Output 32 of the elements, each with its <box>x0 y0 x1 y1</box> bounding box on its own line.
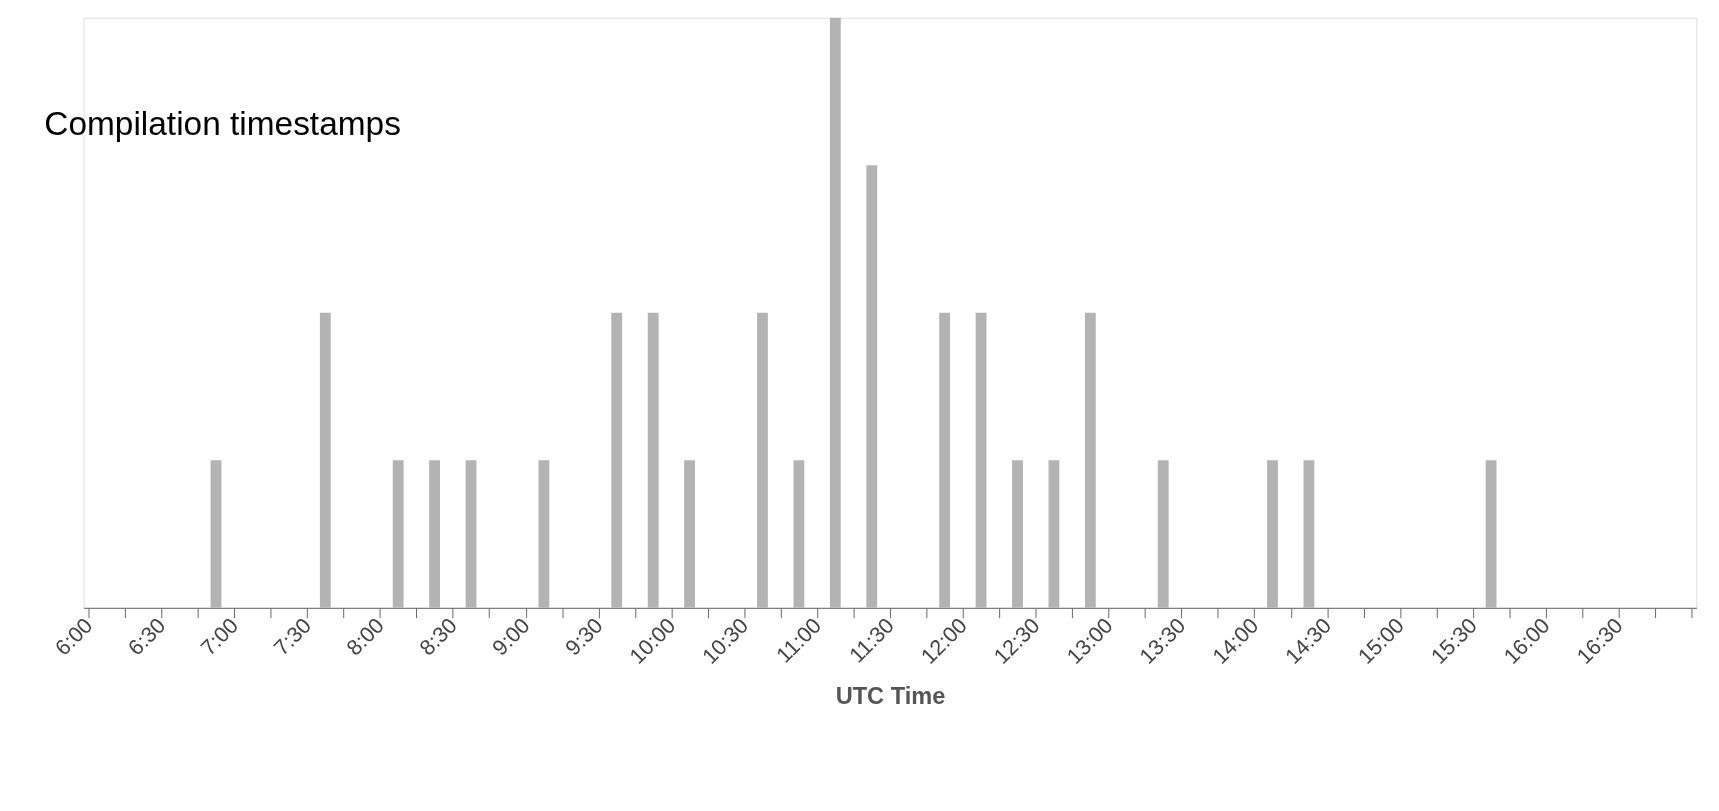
bar <box>1084 312 1096 608</box>
x-tick-label: 8:00 <box>341 612 389 661</box>
x-tick-label: 9:30 <box>559 612 608 661</box>
bar <box>465 460 477 608</box>
bar <box>1157 460 1169 608</box>
bar <box>757 312 768 608</box>
bar <box>1303 460 1315 608</box>
x-axis-title: UTC Time <box>835 683 946 710</box>
x-tick-label: 6:00 <box>49 612 98 661</box>
bar <box>611 312 623 608</box>
bar <box>538 460 550 608</box>
bar <box>939 312 951 608</box>
bar <box>793 460 805 608</box>
bar <box>684 460 696 608</box>
bar <box>429 460 441 608</box>
bar <box>1012 460 1023 608</box>
bar <box>1048 460 1060 608</box>
bar <box>647 312 659 608</box>
bar <box>829 17 841 608</box>
x-tick-label: 7:30 <box>268 612 316 661</box>
bar <box>392 460 404 608</box>
bar <box>866 165 878 608</box>
bar <box>975 312 987 608</box>
text: Compilation timestamps <box>44 104 401 142</box>
bar <box>1485 460 1497 608</box>
x-tick-label: 6:30 <box>122 612 171 661</box>
x-tick-label: 8:30 <box>414 612 462 661</box>
bar <box>210 460 222 608</box>
bar <box>319 312 331 608</box>
bar <box>1267 460 1278 608</box>
x-tick-label: 9:00 <box>487 612 535 661</box>
x-tick-label: 7:00 <box>195 612 244 661</box>
